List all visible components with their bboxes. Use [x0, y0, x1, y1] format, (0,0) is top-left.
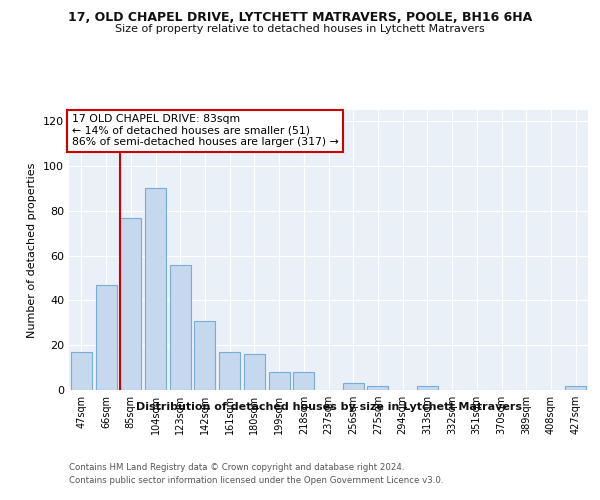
Text: 17, OLD CHAPEL DRIVE, LYTCHETT MATRAVERS, POOLE, BH16 6HA: 17, OLD CHAPEL DRIVE, LYTCHETT MATRAVERS… [68, 11, 532, 24]
Bar [565, 386, 586, 390]
Bar [219, 352, 240, 390]
Bar [120, 218, 141, 390]
Bar [244, 354, 265, 390]
Bar [170, 264, 191, 390]
Bar [343, 384, 364, 390]
Bar [194, 320, 215, 390]
Text: Distribution of detached houses by size in Lytchett Matravers: Distribution of detached houses by size … [136, 402, 522, 412]
Text: Contains public sector information licensed under the Open Government Licence v3: Contains public sector information licen… [69, 476, 443, 485]
Text: Size of property relative to detached houses in Lytchett Matravers: Size of property relative to detached ho… [115, 24, 485, 34]
Bar [417, 386, 438, 390]
Text: 17 OLD CHAPEL DRIVE: 83sqm
← 14% of detached houses are smaller (51)
86% of semi: 17 OLD CHAPEL DRIVE: 83sqm ← 14% of deta… [71, 114, 338, 148]
Text: Contains HM Land Registry data © Crown copyright and database right 2024.: Contains HM Land Registry data © Crown c… [69, 462, 404, 471]
Bar [95, 284, 116, 390]
Bar [145, 188, 166, 390]
Bar [71, 352, 92, 390]
Y-axis label: Number of detached properties: Number of detached properties [28, 162, 37, 338]
Bar [367, 386, 388, 390]
Bar [269, 372, 290, 390]
Bar [293, 372, 314, 390]
